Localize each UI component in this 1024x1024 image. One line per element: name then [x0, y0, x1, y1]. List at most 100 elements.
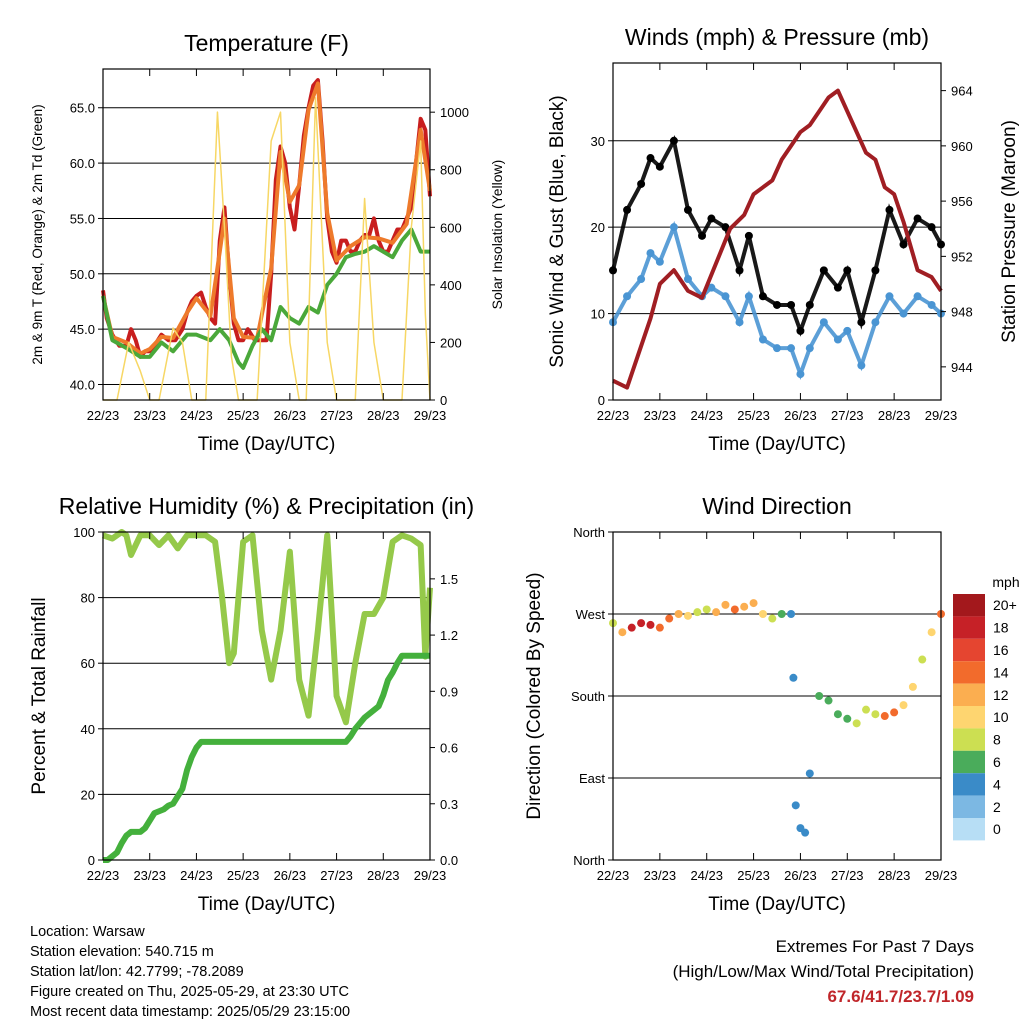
y2-tick-label: 948 — [951, 305, 973, 320]
data-point — [721, 600, 730, 609]
y-tick-label: West — [576, 607, 606, 622]
y2-axis-label: Station Pressure (Maroon) — [999, 120, 1020, 343]
y-tick-label: 20 — [591, 220, 605, 235]
series-total-rainfall — [103, 652, 430, 863]
data-point — [646, 620, 655, 629]
colorbar-swatch — [953, 728, 985, 751]
y2-tick-label: 1000 — [440, 105, 469, 120]
x-tick-label: 27/23 — [831, 408, 864, 423]
data-point — [674, 610, 683, 618]
x-tick-label: 25/23 — [737, 868, 770, 883]
data-point — [899, 701, 908, 710]
data-point — [768, 614, 777, 623]
data-point — [730, 605, 739, 614]
x-tick-label: 28/23 — [878, 868, 911, 883]
y2-tick-label: 1.5 — [440, 572, 458, 587]
y2-axis-label: Solar Insolation (Yellow) — [489, 160, 505, 310]
data-point — [702, 605, 711, 614]
chart-title: Winds (mph) & Pressure (mb) — [625, 24, 929, 50]
y2-tick-label: 956 — [951, 194, 973, 209]
chart-title: Wind Direction — [702, 493, 852, 519]
colorbar-label: 6 — [993, 754, 1001, 770]
series-sonic-wind — [611, 220, 943, 380]
data-point — [791, 801, 800, 810]
x-tick-label: 27/23 — [831, 868, 864, 883]
x-tick-label: 23/23 — [133, 408, 166, 423]
x-tick-label: 23/23 — [133, 868, 166, 883]
x-tick-label: 29/23 — [925, 408, 958, 423]
data-timestamp: Most recent data timestamp: 2025/05/29 2… — [30, 1004, 351, 1020]
x-tick-label: 24/23 — [690, 868, 723, 883]
colorbar-label: 2 — [993, 799, 1001, 815]
station-elevation: Station elevation: 540.715 m — [30, 944, 214, 960]
y2-tick-label: 0.9 — [440, 684, 458, 699]
series-gust — [611, 134, 943, 337]
x-tick-label: 29/23 — [414, 408, 447, 423]
y2-tick-label: 964 — [951, 84, 973, 99]
y2-tick-label: 200 — [440, 335, 462, 350]
colorbar-label: 14 — [993, 664, 1009, 680]
y-tick-label: 10 — [591, 307, 605, 322]
y2-tick-label: 944 — [951, 360, 973, 375]
chart-title: Temperature (F) — [184, 30, 349, 56]
colorbar-label: 18 — [993, 620, 1009, 636]
y-axis-label: Sonic Wind & Gust (Blue, Black) — [547, 95, 568, 367]
y2-tick-label: 952 — [951, 249, 973, 264]
data-point — [655, 623, 664, 632]
y-tick-label: 45.0 — [70, 322, 95, 337]
y2-tick-label: 0.6 — [440, 741, 458, 756]
y-tick-label: 0 — [598, 393, 605, 408]
series-station-pressure — [612, 88, 943, 390]
series-2m-td — [101, 227, 430, 370]
data-point — [890, 708, 899, 717]
x-tick-label: 22/23 — [87, 868, 120, 883]
data-point — [758, 610, 767, 618]
y-tick-label: 80 — [81, 591, 95, 606]
x-tick-label: 28/23 — [878, 408, 911, 423]
data-point — [880, 712, 889, 721]
x-axis-label: Time (Day/UTC) — [708, 894, 846, 915]
y-axis-label: Percent & Total Rainfall — [29, 597, 50, 794]
series-2m-t — [101, 78, 432, 359]
y-tick-label: North — [573, 525, 605, 540]
x-tick-label: 28/23 — [367, 408, 400, 423]
y-tick-label: South — [571, 689, 605, 704]
plot-frame — [102, 68, 431, 401]
x-tick-label: 24/23 — [180, 408, 213, 423]
data-point — [693, 608, 702, 617]
x-tick-label: 26/23 — [784, 868, 817, 883]
y-tick-label: East — [579, 771, 605, 786]
y2-tick-label: 960 — [951, 139, 973, 154]
data-point — [801, 828, 810, 837]
data-point — [843, 714, 852, 723]
data-point — [824, 696, 833, 705]
data-point — [927, 628, 936, 637]
y-tick-label: 30 — [591, 134, 605, 149]
x-tick-label: 26/23 — [784, 408, 817, 423]
y-tick-label: North — [573, 853, 605, 868]
x-tick-label: 23/23 — [644, 408, 677, 423]
colorbar-label: 10 — [993, 709, 1009, 725]
y-tick-label: 60 — [81, 656, 95, 671]
data-point — [712, 608, 721, 617]
data-point — [815, 692, 824, 700]
colorbar-swatch — [953, 706, 985, 729]
colorbar-swatch — [953, 683, 985, 706]
x-tick-label: 25/23 — [227, 868, 260, 883]
x-tick-label: 22/23 — [597, 868, 630, 883]
station-info: Location: Warsaw Station elevation: 540.… — [30, 922, 350, 1022]
x-axis-label: Time (Day/UTC) — [198, 894, 336, 915]
y2-tick-label: 600 — [440, 220, 462, 235]
y-tick-label: 50.0 — [70, 267, 95, 282]
y-tick-label: 40 — [81, 722, 95, 737]
plot-frame — [612, 62, 942, 401]
data-point — [637, 619, 646, 628]
colorbar-label: 16 — [993, 642, 1009, 658]
data-point — [749, 599, 758, 608]
colorbar-label: 4 — [993, 776, 1001, 792]
x-tick-label: 23/23 — [644, 868, 677, 883]
colorbar-title: mph — [992, 574, 1019, 590]
plot-frame — [102, 531, 431, 861]
colorbar-swatch — [953, 594, 985, 617]
